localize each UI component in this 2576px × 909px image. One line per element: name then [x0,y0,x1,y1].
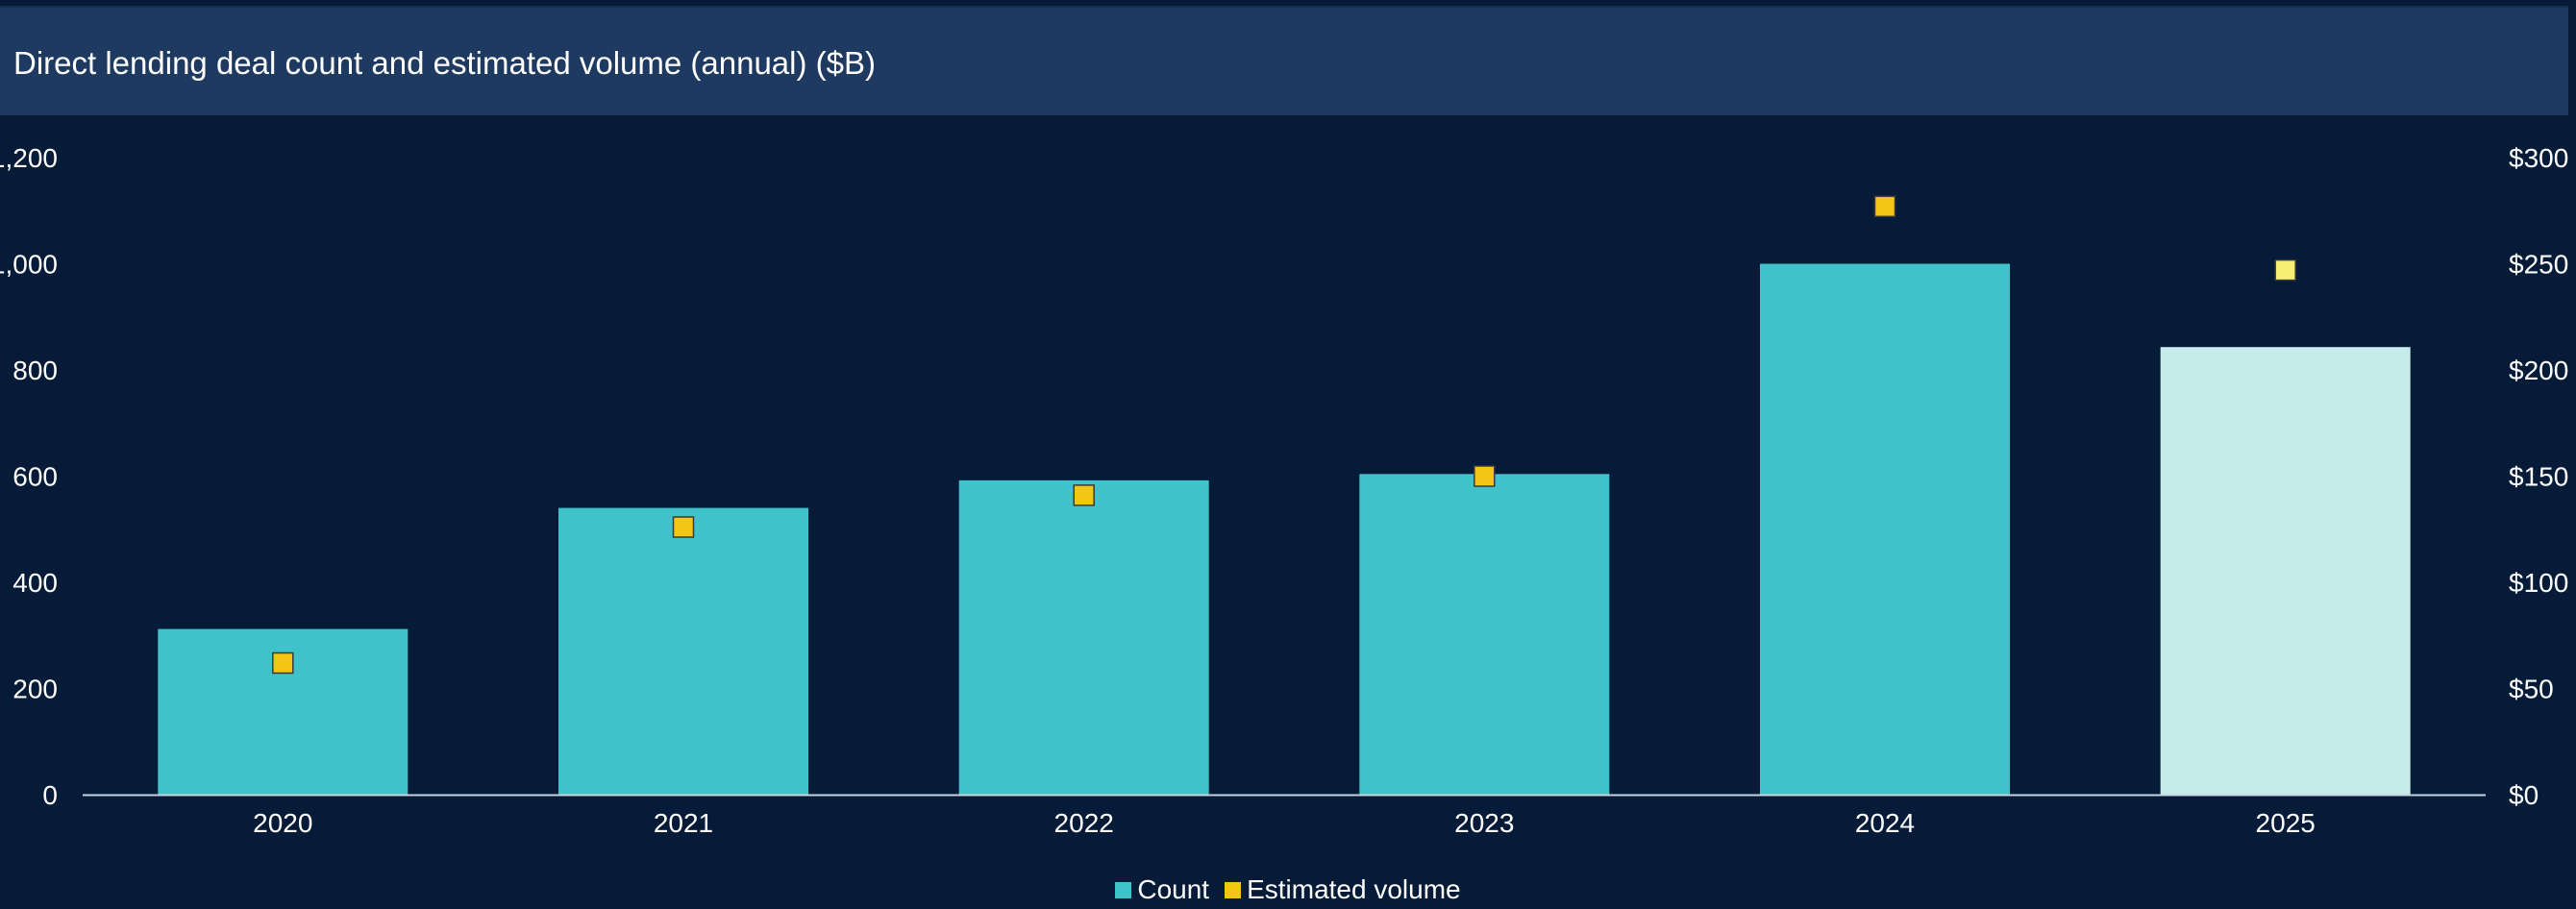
bar-count-2024 [1760,263,2010,795]
y-left-tick-label: 400 [12,568,58,598]
y-left-tick-label: 1,200 [0,143,58,173]
y-left-tick-label: 800 [12,356,58,385]
marker-volume-2020 [272,651,294,675]
y-right-tick-label: $150 [2509,462,2568,492]
y-left-tick-label: 600 [12,462,58,492]
x-tick-label-2024: 2024 [1855,808,1915,838]
y-right-tick-label: $300 [2509,143,2568,173]
y-right-tick-label: $50 [2509,675,2554,704]
marker-volume-2023 [1474,465,1496,487]
marker-volume-2022 [1073,484,1095,506]
x-tick-label-2023: 2023 [1454,808,1514,838]
marker-volume-2021 [672,516,695,538]
y-left-tick-label: 0 [42,780,58,810]
bar-count-2025 [2160,347,2411,795]
bar-count-2021 [558,507,808,795]
x-tick-label-2021: 2021 [654,808,713,838]
y-right-tick-label: $250 [2509,250,2568,280]
marker-volume-2024 [1873,195,1896,218]
legend-swatch-count [1115,881,1132,898]
y-left-tick-label: 200 [12,675,58,704]
chart-title-bar: Direct lending deal count and estimated … [0,6,2568,115]
marker-volume-2025 [2274,258,2296,282]
y-right-tick-label: $100 [2509,568,2568,598]
legend-swatch-estimated-volume [1225,881,1242,898]
x-tick-label-2025: 2025 [2256,808,2316,838]
legend-item-estimated-volume: Estimated volume [1225,874,1461,905]
bar-count-2022 [958,479,1209,795]
y-right-tick-label: $0 [2509,780,2539,810]
legend-label-estimated-volume: Estimated volume [1247,874,1461,904]
x-tick-label-2022: 2022 [1054,808,1114,838]
legend-item-count: Count [1115,874,1209,905]
y-left-tick-label: 1,000 [0,250,58,280]
x-tick-label-2020: 2020 [253,808,312,838]
y-right-tick-label: $200 [2509,356,2568,385]
bar-count-2023 [1359,474,1610,795]
chart-legend: Count Estimated volume [0,871,2576,909]
chart-title: Direct lending deal count and estimated … [13,45,876,81]
legend-label-count: Count [1137,874,1210,904]
